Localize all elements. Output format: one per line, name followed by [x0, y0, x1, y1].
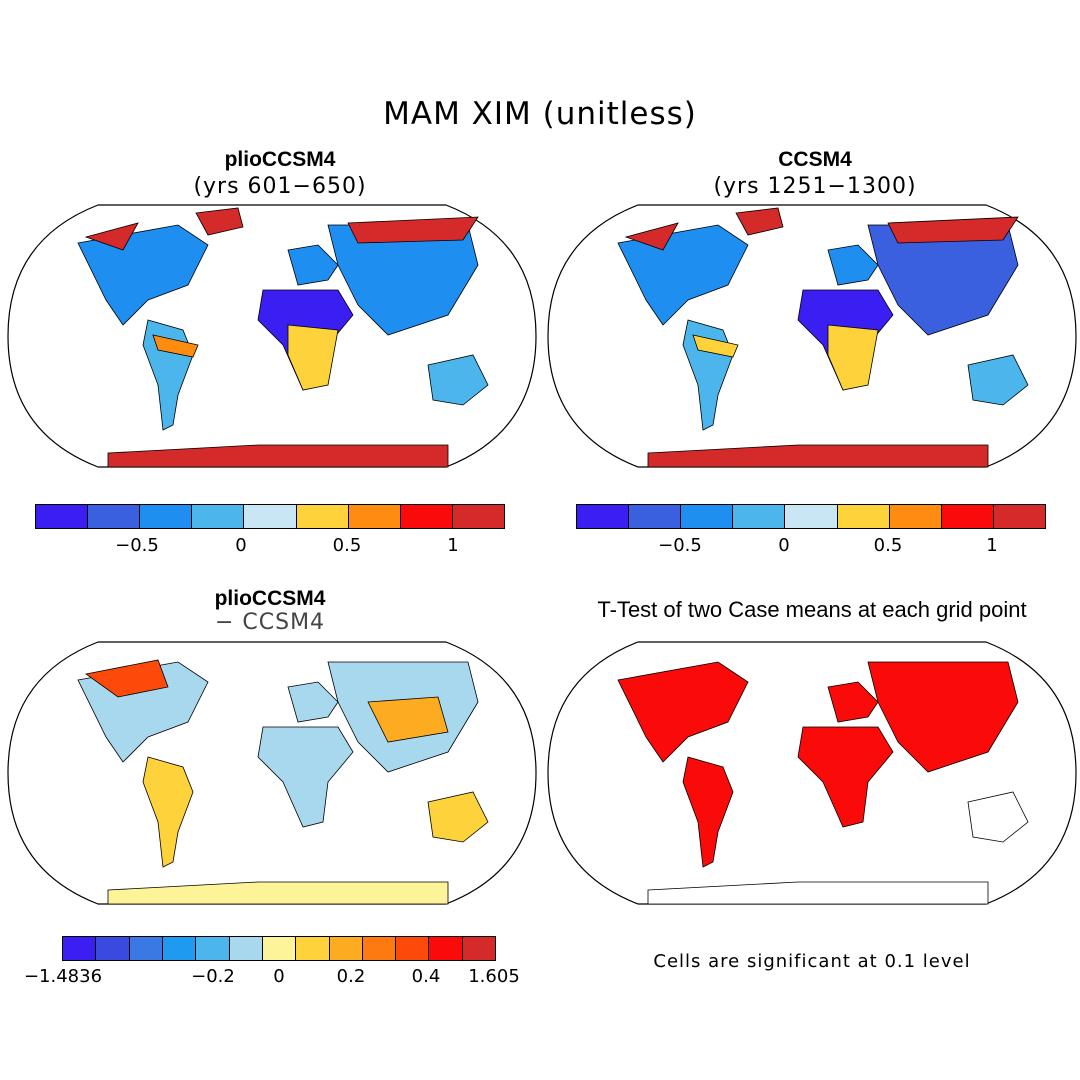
- colorbar-swatch: [229, 937, 263, 960]
- australia-land: [967, 354, 1029, 406]
- arctic-canada-land: [84, 222, 139, 251]
- colorbar-swatch: [329, 937, 363, 960]
- colorbar-swatch: [63, 937, 97, 960]
- colorbar-tick-label: 0.4: [411, 966, 441, 987]
- colorbar-tick-label: 0.5: [873, 535, 903, 556]
- siberia-land: [347, 216, 479, 244]
- colorbar-swatch: [429, 937, 463, 960]
- panel4-map: [547, 641, 1077, 905]
- colorbar-bottom: [62, 936, 496, 961]
- siberia-land: [887, 216, 1019, 244]
- colorbar-swatch: [129, 937, 163, 960]
- colorbar-tick-label: −0.5: [115, 535, 159, 556]
- colorbar-tick-label: 1: [447, 535, 459, 556]
- colorbar-tick-label: −1.4836: [23, 966, 103, 987]
- greenland-land: [195, 207, 244, 236]
- colorbar-swatch: [162, 937, 197, 960]
- europe-significant: [827, 681, 879, 723]
- colorbar-swatch: [296, 937, 330, 960]
- europe-land: [827, 244, 879, 286]
- colorbar-swatch: [96, 937, 130, 960]
- antarctica-land: [107, 881, 449, 905]
- colorbar-swatch: [362, 937, 397, 960]
- colorbar-swatch: [452, 505, 504, 528]
- north-america-significant: [617, 661, 749, 763]
- central-asia-land: [367, 696, 449, 743]
- central-africa-land: [827, 324, 879, 391]
- north-america-land: [617, 224, 749, 326]
- asia-land: [867, 224, 1019, 336]
- europe-land: [287, 681, 339, 723]
- panel3-map: [7, 641, 537, 905]
- antarctica-land: [107, 444, 449, 468]
- colorbar-swatch: [993, 505, 1045, 528]
- colorbar-swatch: [577, 505, 630, 528]
- panel2-subtitle: (yrs 1251−1300): [713, 174, 917, 199]
- colorbar-swatch: [396, 937, 430, 960]
- north-america-land: [77, 224, 209, 326]
- colorbar-swatch: [889, 505, 942, 528]
- panel3-subtitle: − CCSM4: [214, 610, 326, 635]
- colorbar-swatch: [681, 505, 734, 528]
- antarctica-land: [647, 881, 989, 905]
- asia-land: [327, 224, 479, 336]
- colorbar-swatch: [733, 505, 786, 528]
- figure-title: MAM XIM (unitless): [383, 96, 697, 132]
- panel1-title: plioCCSM4: [224, 148, 336, 171]
- colorbar-tick-label: 0: [778, 535, 790, 556]
- africa-land: [257, 726, 354, 828]
- colorbar-swatch: [88, 505, 141, 528]
- colorbar-tick-label: −0.2: [191, 966, 235, 987]
- colorbar-swatch: [400, 505, 453, 528]
- colorbar-swatch: [140, 505, 193, 528]
- colorbar-swatch: [785, 505, 838, 528]
- colorbar-swatch: [244, 505, 297, 528]
- europe-land: [287, 244, 339, 286]
- panel3-title: plioCCSM4: [214, 587, 326, 610]
- australia-land: [427, 354, 489, 406]
- colorbar-swatch: [192, 505, 245, 528]
- asia-significant: [867, 661, 1019, 773]
- central-africa-land: [287, 324, 339, 391]
- colorbar-tick-label: 0.2: [336, 966, 366, 987]
- panel1-subtitle: (yrs 601−650): [193, 174, 367, 199]
- africa-significant: [797, 726, 894, 828]
- colorbar-swatch: [296, 505, 349, 528]
- amazon-land: [152, 334, 199, 358]
- colorbar-tick-label: 1.605: [468, 966, 520, 987]
- arctic-canada-land: [85, 659, 169, 698]
- south-america-significant: [682, 756, 734, 868]
- antarctica-land: [647, 444, 989, 468]
- south-america-land: [142, 756, 194, 868]
- colorbar-swatch: [941, 505, 994, 528]
- australia-land: [967, 791, 1029, 843]
- colorbar-swatch: [837, 505, 890, 528]
- colorbar-tick-label: 0: [235, 535, 247, 556]
- panel2-title: CCSM4: [778, 148, 852, 171]
- colorbar-swatch: [196, 937, 230, 960]
- colorbar-swatch: [629, 505, 682, 528]
- australia-land: [427, 791, 489, 843]
- colorbar-top-right: [576, 504, 1046, 529]
- colorbar-swatch: [262, 937, 297, 960]
- significance-note: Cells are significant at 0.1 level: [653, 951, 971, 972]
- colorbar-swatch: [462, 937, 496, 960]
- amazon-land: [692, 334, 739, 358]
- greenland-land: [735, 207, 784, 236]
- colorbar-swatch: [348, 505, 401, 528]
- panel4-title: T-Test of two Case means at each grid po…: [597, 597, 1027, 622]
- colorbar-tick-label: 0.5: [332, 535, 362, 556]
- panel1-map: [7, 204, 537, 468]
- colorbar-swatch: [36, 505, 89, 528]
- colorbar-tick-label: 0: [273, 966, 285, 987]
- panel2-map: [547, 204, 1077, 468]
- colorbar-tick-label: −0.5: [658, 535, 702, 556]
- colorbar-tick-label: 1: [986, 535, 998, 556]
- colorbar-top-left: [35, 504, 505, 529]
- arctic-canada-land: [624, 222, 679, 251]
